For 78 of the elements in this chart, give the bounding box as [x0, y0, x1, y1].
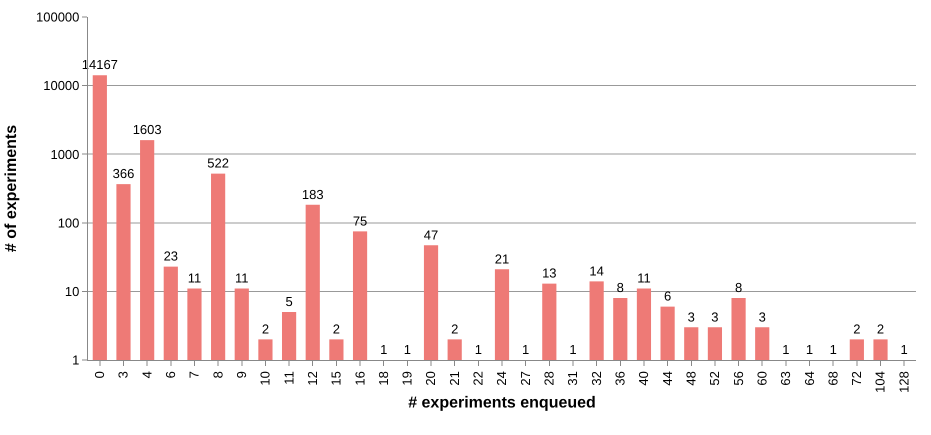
x-tick-label: 32 — [588, 371, 604, 386]
data-label: 11 — [235, 270, 249, 286]
y-tick-label: 10000 — [43, 78, 80, 94]
x-tick-label: 11 — [281, 371, 296, 385]
data-label: 1 — [569, 342, 577, 357]
x-tick-label: 36 — [612, 371, 628, 386]
data-label: 1 — [900, 342, 908, 357]
data-label: 11 — [188, 270, 202, 286]
data-label: 14167 — [82, 57, 118, 72]
data-label: 1 — [782, 342, 790, 357]
x-tick-label: 10 — [258, 371, 273, 386]
x-tick-label: 44 — [660, 371, 675, 386]
y-tick-label: 1000 — [50, 146, 80, 162]
data-label: 6 — [664, 288, 672, 304]
x-tick-label: 8 — [210, 371, 226, 378]
y-tick-label: 100000 — [36, 10, 80, 25]
data-label: 8 — [616, 280, 624, 296]
data-label: 21 — [494, 251, 510, 266]
x-tick-label: 7 — [186, 371, 202, 378]
x-tick-label: 56 — [730, 371, 746, 386]
x-tick-label: 19 — [400, 371, 415, 386]
data-label: 1 — [380, 342, 388, 357]
x-tick-label: 72 — [849, 371, 864, 386]
data-label: 2 — [451, 321, 458, 336]
x-tick-label: 31 — [565, 371, 580, 386]
data-label: 8 — [734, 280, 742, 296]
data-label: 1 — [404, 342, 411, 357]
x-tick-label: 64 — [802, 371, 817, 386]
x-tick-label: 9 — [234, 371, 249, 378]
x-tick-label: 15 — [328, 371, 344, 386]
data-label: 47 — [424, 227, 438, 242]
x-tick-label: 128 — [896, 371, 912, 393]
data-label: 5 — [285, 294, 293, 310]
x-tick-label: 4 — [139, 371, 154, 378]
x-tick-label: 0 — [92, 371, 108, 378]
data-label: 1603 — [132, 122, 162, 138]
y-tick-label: 1 — [72, 352, 80, 368]
data-label: 1 — [830, 342, 837, 357]
data-label: 3 — [758, 309, 766, 324]
x-tick-label: 27 — [518, 371, 533, 386]
data-label: 2 — [332, 321, 340, 336]
y-tick-label: 10 — [64, 284, 80, 299]
x-tick-label: 3 — [116, 371, 131, 378]
data-label: 1 — [806, 342, 814, 357]
x-tick-label: 22 — [470, 371, 486, 386]
x-tick-label: 24 — [494, 371, 510, 386]
y-axis-title: # of experiments — [2, 124, 20, 252]
data-label: 3 — [711, 309, 719, 324]
data-label: 1 — [522, 342, 530, 357]
x-tick-label: 40 — [636, 371, 652, 386]
x-tick-label: 28 — [542, 371, 557, 386]
data-label: 13 — [542, 266, 557, 281]
data-label: 2 — [876, 321, 884, 336]
x-tick-label: 21 — [446, 371, 462, 386]
data-label: 183 — [302, 186, 324, 202]
data-label: 2 — [853, 321, 860, 336]
y-tick-label: 100 — [58, 215, 80, 230]
x-axis-title: # experiments enqueued — [408, 394, 596, 412]
data-label: 75 — [352, 213, 368, 228]
data-label: 23 — [164, 248, 178, 264]
data-label: 11 — [637, 270, 651, 286]
x-tick-label: 63 — [778, 371, 794, 386]
x-tick-label: 18 — [376, 371, 391, 386]
data-label: 366 — [112, 166, 134, 182]
x-tick-label: 6 — [163, 371, 178, 378]
x-tick-label: 52 — [707, 371, 722, 386]
x-tick-label: 48 — [683, 371, 698, 386]
data-label: 1 — [474, 342, 482, 357]
x-tick-label: 104 — [872, 371, 888, 393]
x-tick-label: 12 — [304, 371, 320, 386]
x-tick-label: 20 — [423, 371, 438, 386]
data-label: 3 — [688, 309, 695, 324]
x-tick-label: 16 — [352, 371, 368, 386]
data-label: 14 — [589, 263, 604, 278]
x-tick-label: 68 — [825, 371, 840, 386]
data-label: 2 — [262, 321, 270, 336]
data-label: 522 — [207, 156, 229, 171]
x-tick-label: 60 — [754, 371, 770, 386]
